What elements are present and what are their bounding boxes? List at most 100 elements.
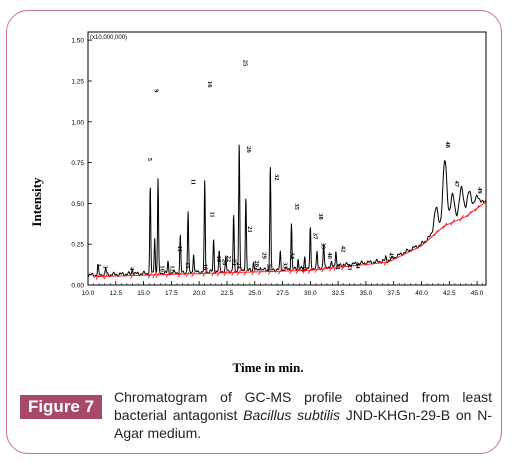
y-tick-label: 0.00: [71, 283, 84, 290]
integration-mark: [103, 273, 109, 280]
y-tick-label: 1.25: [71, 78, 84, 85]
integration-mark: [450, 219, 456, 226]
peak-label: 9: [153, 89, 160, 93]
peak-label: 36: [300, 265, 307, 272]
integration-mark: [243, 268, 249, 276]
caption-species: Bacillus subtilis: [243, 407, 340, 423]
peak-label: 19: [215, 256, 222, 263]
peak-label: 32: [273, 174, 280, 181]
peak-label: 44: [354, 262, 361, 269]
x-tick-label: 22.5: [221, 290, 234, 297]
integration-mark: [474, 205, 480, 212]
peak-label: 45: [387, 252, 394, 259]
x-tick-label: 20.0: [193, 290, 206, 297]
peak-label: 28: [253, 261, 260, 268]
peak-label: 11: [189, 179, 196, 185]
integration-mark: [433, 229, 439, 237]
x-tick-label: 40.0: [415, 290, 428, 297]
peak-label: 24: [235, 262, 242, 269]
figure-frame: [6, 10, 502, 454]
chromatogram-trace: [87, 144, 487, 278]
integration-mark: [177, 270, 183, 278]
integration-mark: [251, 268, 257, 276]
integration-mark: [236, 269, 242, 276]
y-tick-label: 0.25: [71, 242, 84, 249]
peak-label: 38: [317, 213, 324, 220]
x-tick-label: 32.5: [332, 290, 345, 297]
integration-mark: [341, 263, 347, 271]
peak-label: 11: [208, 212, 215, 218]
peak-label: 1: [95, 264, 102, 267]
x-tick-label: 15.0: [137, 290, 150, 297]
integration-mark: [95, 273, 101, 280]
integration-baseline: [93, 201, 486, 278]
integration-mark: [211, 269, 217, 277]
integration-mark: [231, 269, 237, 276]
peak-label: 18: [202, 264, 209, 271]
figure-badge: Figure 7: [20, 395, 102, 419]
y-tick-label: 1.00: [71, 119, 84, 126]
integration-mark: [165, 271, 171, 278]
peak-label: 42: [340, 246, 347, 253]
peak-label: 21: [246, 226, 253, 233]
integration-mark: [152, 271, 158, 279]
integration-mark: [333, 264, 339, 271]
caption-text-start: Chromatogram of GC-MS profile obtained f…: [114, 389, 492, 423]
integration-mark: [295, 267, 301, 274]
y-tick-label: 0.75: [71, 160, 84, 167]
integration-mark: [155, 271, 161, 279]
peak-label: 15: [184, 262, 191, 269]
peak-label: 48: [444, 141, 451, 148]
peak-label: 39: [320, 243, 327, 250]
peak-label: 5: [146, 158, 153, 162]
y-tick-label: 0.50: [71, 201, 84, 208]
integration-mark: [314, 266, 320, 273]
x-tick-label: 45.0: [471, 290, 484, 297]
x-tick-label: 25.0: [248, 290, 261, 297]
integration-mark: [202, 270, 208, 277]
integration-mark: [466, 210, 472, 218]
peak-label: 11: [176, 246, 183, 252]
peak-label: 37: [312, 233, 319, 240]
x-axis-label: Time in min.: [233, 360, 304, 375]
integration-mark: [329, 264, 334, 272]
peak-label: 33: [282, 262, 289, 269]
y-tick-label: 1.50: [71, 38, 84, 45]
integration-mark: [321, 265, 327, 273]
peak-label: 20: [221, 259, 228, 266]
peak-label: 34: [288, 252, 295, 259]
x-tick-label: 37.5: [387, 290, 400, 297]
integration-mark: [147, 271, 153, 279]
integration-mark: [257, 268, 263, 276]
integration-mark: [289, 267, 294, 275]
integration-mark: [277, 267, 283, 275]
integration-mark: [191, 270, 197, 278]
peak-label: 26: [245, 146, 252, 153]
peak-label: 30: [265, 264, 272, 271]
integration-mark: [302, 267, 308, 274]
peak-label: 22: [225, 256, 232, 263]
x-tick-label: 10.0: [82, 290, 95, 297]
x-tick-label: 30.0: [304, 290, 317, 297]
peak-label: 3: [102, 265, 109, 269]
peak-label: 25: [242, 60, 249, 67]
x-tick-label: 17.5: [165, 290, 178, 297]
integration-mark: [442, 222, 448, 230]
peak-label: 35: [293, 203, 300, 210]
integration-mark: [383, 259, 389, 266]
peak-label: 10: [158, 265, 165, 272]
integration-mark: [223, 269, 229, 277]
x-tick-label: 12.5: [109, 290, 122, 297]
peak-label: 12: [168, 265, 175, 272]
x-tick-label: 42.5: [443, 290, 456, 297]
plot-frame: [87, 31, 487, 286]
peak-label: 49: [476, 187, 483, 194]
integration-mark: [459, 215, 464, 222]
y-axis-label: Intensity: [29, 177, 44, 227]
integration-mark: [216, 269, 222, 277]
caption-text-end: JND-KHGn-29-B on N-Agar medium.: [114, 407, 492, 441]
peak-label: 41: [334, 264, 341, 271]
peak-label: 23: [231, 259, 238, 266]
figure-caption: Chromatogram of GC-MS profile obtained f…: [114, 388, 492, 442]
